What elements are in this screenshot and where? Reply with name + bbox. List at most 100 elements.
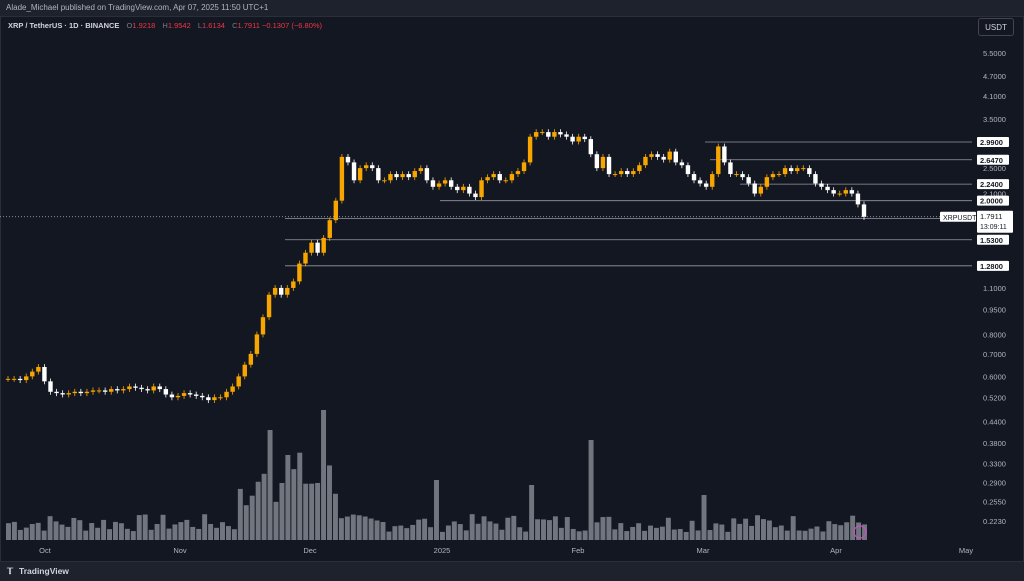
candle-body (564, 134, 569, 137)
legend-close: 1.7911 (237, 21, 260, 30)
candle-body (710, 174, 715, 187)
volume-bar (196, 528, 202, 540)
candle-body (430, 180, 436, 187)
candle-body (254, 334, 260, 354)
volume-bar (802, 530, 808, 540)
volume-bar (6, 523, 11, 540)
symbol-legend: XRP / TetherUS · 1D · BINANCE O1.9218 H1… (8, 21, 322, 30)
volume-bar (416, 519, 422, 540)
volume-bar (558, 527, 564, 540)
volume-bar (737, 523, 743, 540)
y-tick-label: 0.6000 (983, 372, 1006, 381)
volume-bar (600, 517, 606, 540)
volume-bar (535, 519, 541, 540)
volume-bar (53, 521, 59, 540)
candle-body (285, 287, 290, 295)
volume-bar (154, 524, 160, 540)
volume-bar (344, 516, 350, 540)
volume-bar (707, 530, 713, 540)
candle-body (582, 136, 587, 140)
volume-bar (410, 524, 416, 540)
volume-bar (469, 514, 475, 540)
volume-bar (291, 469, 297, 540)
legend-pair[interactable]: XRP / TetherUS · 1D · BINANCE (8, 21, 120, 30)
candle-body (855, 193, 861, 205)
legend-low: 1.6134 (202, 21, 225, 30)
volume-bar (689, 520, 695, 540)
volume-bar (725, 531, 731, 540)
candle-body (242, 364, 247, 377)
volume-bar (202, 514, 208, 540)
level-price-label: 2.2400 (980, 180, 1003, 189)
level-price-label: 1.5300 (980, 236, 1003, 245)
candle-body (461, 186, 466, 191)
candle-body (594, 154, 600, 169)
volume-bar (766, 520, 772, 540)
volume-bar (362, 516, 368, 540)
candle-body (837, 193, 842, 195)
candle-body (376, 168, 381, 181)
candle-body (400, 174, 405, 178)
volume-bar (315, 482, 321, 540)
volume-bar (749, 525, 755, 540)
candle-body (667, 151, 672, 160)
candle-body (200, 395, 205, 398)
volume-bar (398, 525, 404, 540)
publisher-bar (0, 0, 1024, 16)
candle-body (66, 393, 71, 395)
candle-body (406, 174, 411, 178)
volume-bar (624, 531, 630, 540)
volume-bar (665, 517, 671, 540)
volume-bar (487, 521, 493, 540)
candle-body (436, 183, 442, 187)
volume-bar (659, 526, 665, 540)
candle-body (801, 168, 806, 170)
candle-body (218, 397, 223, 399)
candle-body (570, 136, 575, 142)
volume-bar (434, 480, 439, 540)
candle-body (90, 390, 96, 392)
volume-bar (671, 529, 677, 540)
level-price-tag (977, 195, 1009, 206)
candle-body (127, 386, 132, 390)
candle-body (631, 171, 636, 175)
tradingview-logo[interactable]: 𝕋 TradingView (7, 566, 69, 577)
volume-bar (529, 485, 535, 540)
volume-bar (35, 522, 41, 540)
candle-body (722, 146, 727, 163)
candle-body (163, 389, 169, 395)
candle-body (181, 393, 187, 396)
volume-bar (856, 522, 862, 540)
candle-body (339, 156, 345, 201)
volume-bar (11, 521, 17, 540)
volume-bar (588, 440, 594, 540)
currency-button[interactable]: USDT (978, 18, 1014, 36)
candle-body (625, 171, 630, 175)
candle-body (412, 171, 417, 178)
candle-body (327, 220, 332, 238)
candle-body (849, 190, 855, 194)
candle-body (260, 317, 266, 335)
volume-bar (475, 523, 481, 540)
candle-body (157, 386, 162, 390)
candle-body (655, 154, 660, 157)
candle-body (139, 387, 144, 390)
volume-bar (612, 529, 618, 540)
candle-body (825, 186, 830, 191)
volume-bar (101, 519, 107, 540)
last-price-tag (977, 210, 1013, 233)
volume-bar (255, 481, 261, 540)
volume-bar (214, 527, 220, 540)
volume-bar (285, 455, 291, 540)
candle-body (357, 168, 363, 181)
candle-body (813, 174, 818, 184)
volume-bar (826, 521, 832, 540)
candle-body (746, 177, 751, 184)
candle-body (24, 376, 29, 381)
candle-body (17, 378, 23, 381)
legend-high-label: H (162, 21, 168, 30)
volume-bar (350, 514, 356, 540)
level-price-label: 2.0000 (980, 197, 1003, 206)
candle-body (600, 156, 606, 169)
